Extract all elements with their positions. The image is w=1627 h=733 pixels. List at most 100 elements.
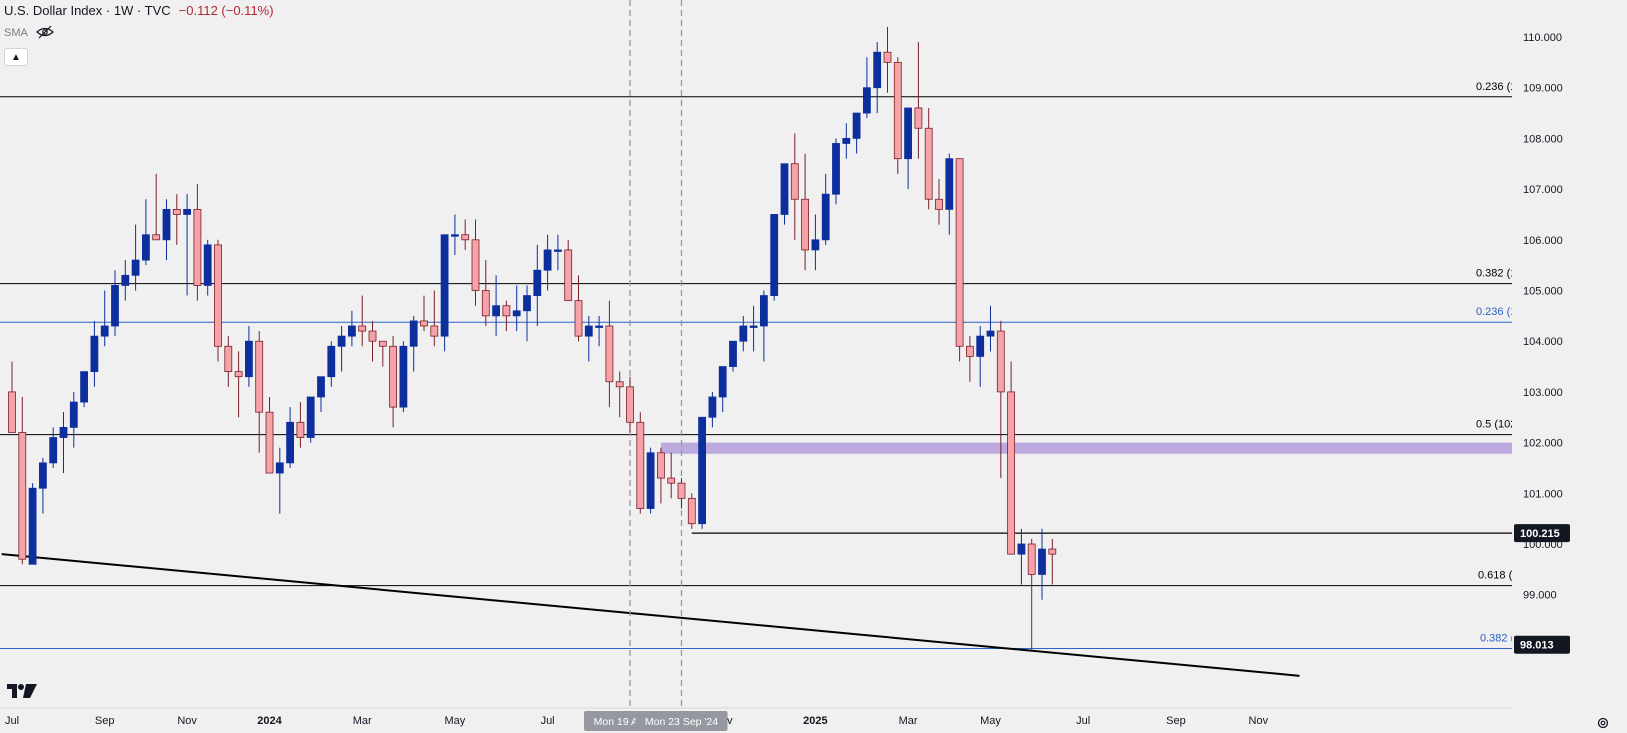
candle <box>729 340 737 372</box>
candle <box>69 391 78 448</box>
candle-body <box>193 208 202 286</box>
price-badge-label: 100.215 <box>1520 528 1560 540</box>
candle-body <box>296 421 305 438</box>
candle-body <box>59 426 68 438</box>
candle-body <box>306 396 315 438</box>
settings-gear-icon[interactable] <box>1596 716 1610 730</box>
candle <box>327 341 336 387</box>
candle <box>801 153 809 271</box>
date-marker-label: Mon 23 Sep '24 <box>645 716 718 728</box>
candle <box>873 42 882 114</box>
candle <box>739 315 748 352</box>
candle-body <box>687 497 696 525</box>
candle-body <box>955 158 964 347</box>
candle-body <box>1007 391 1015 555</box>
symbol-title[interactable]: U.S. Dollar Index · 1W · TVC <box>4 3 171 18</box>
candle <box>234 351 243 418</box>
candle-body <box>461 234 470 241</box>
candle <box>162 199 171 261</box>
candle-body <box>667 477 676 484</box>
hidden-eye-icon[interactable] <box>36 25 54 39</box>
candle <box>224 336 233 387</box>
collapse-legend-button[interactable]: ▲ <box>4 48 28 66</box>
candle <box>718 366 727 413</box>
price-tick-label: 102.000 <box>1523 438 1563 450</box>
candle <box>80 371 88 408</box>
candle-body <box>842 137 851 144</box>
candle <box>698 416 706 529</box>
candle-body <box>80 371 88 403</box>
candle-body <box>317 376 325 398</box>
candle <box>275 447 284 514</box>
candle-body <box>39 462 47 489</box>
candle <box>863 57 871 119</box>
candle-body <box>996 330 1005 393</box>
candle-body <box>28 487 37 565</box>
candle <box>523 285 531 342</box>
candle <box>687 493 696 529</box>
candle <box>584 315 593 362</box>
date-marker-tag <box>635 711 728 731</box>
candle <box>811 214 820 271</box>
trendline <box>1 553 1300 677</box>
candle <box>842 123 851 159</box>
candle-body <box>832 143 840 195</box>
time-tick-label: May <box>445 715 466 727</box>
candle <box>996 320 1005 479</box>
candle <box>18 396 27 565</box>
candle-body <box>564 249 573 302</box>
candle-body <box>141 234 150 261</box>
candle-body <box>244 340 253 378</box>
candle-body <box>8 391 16 433</box>
candle-body <box>749 325 758 328</box>
candle-body <box>966 345 974 357</box>
candle-body <box>739 325 748 342</box>
candle-body <box>698 416 706 525</box>
candle <box>399 341 408 413</box>
candle-body <box>214 244 222 347</box>
candle <box>1038 528 1046 600</box>
candle-body <box>945 158 954 210</box>
candle-body <box>924 127 933 200</box>
candle <box>59 412 68 474</box>
candle <box>636 412 645 514</box>
candle <box>986 305 995 352</box>
candle <box>286 407 295 468</box>
candle-body <box>286 421 295 464</box>
candle <box>492 275 501 337</box>
candle-body <box>914 107 923 129</box>
candle <box>121 260 130 301</box>
candle-body <box>347 325 356 337</box>
candle-body <box>337 335 346 347</box>
candle <box>255 331 264 453</box>
price-badge <box>1514 524 1570 543</box>
price-tick-label: 106.000 <box>1523 235 1563 247</box>
candle <box>605 300 614 408</box>
candle-body <box>554 249 562 252</box>
time-tick-label: Jul <box>1076 715 1090 727</box>
candle-body <box>389 345 398 408</box>
candle-body <box>409 320 418 347</box>
candle-body <box>131 259 140 276</box>
price-tick-label: 103.000 <box>1523 387 1563 399</box>
price-badge-label: 98.013 <box>1520 640 1554 652</box>
candle <box>883 26 892 93</box>
candle-body <box>986 330 995 337</box>
candle-body <box>657 452 665 479</box>
time-tick-label: Mar <box>353 715 372 727</box>
tradingview-logo-icon[interactable] <box>6 680 38 700</box>
candle-body <box>780 163 789 215</box>
candle <box>924 107 933 210</box>
resistance-zone <box>660 442 1512 454</box>
candle <box>8 361 16 433</box>
candle-body <box>368 330 377 342</box>
indicator-sma-label[interactable]: SMA <box>4 27 28 39</box>
candle <box>966 336 974 382</box>
candle <box>100 290 109 347</box>
candle <box>244 325 253 387</box>
candle-body <box>677 482 686 499</box>
candle <box>450 214 459 256</box>
price-badge <box>1514 635 1570 654</box>
candle <box>574 275 583 342</box>
